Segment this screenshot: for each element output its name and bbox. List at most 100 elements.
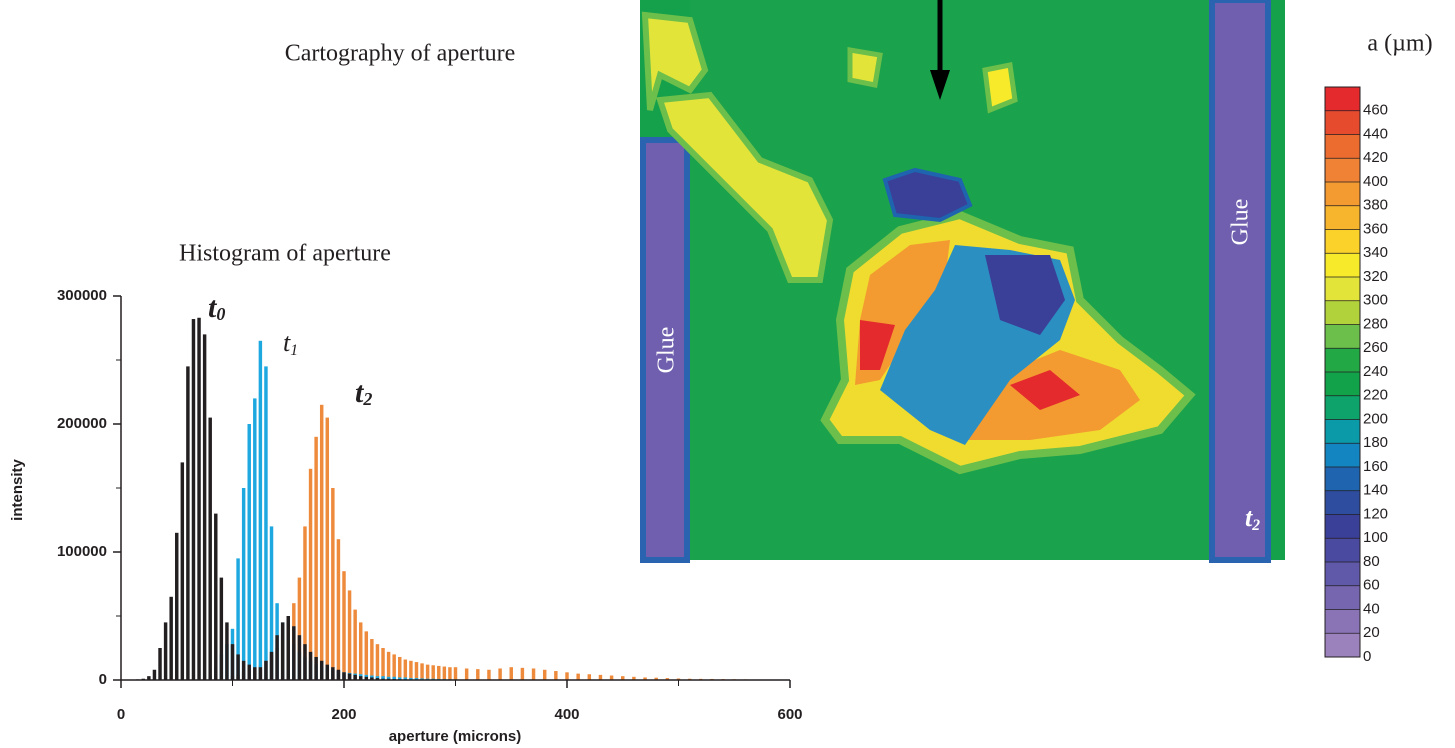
- histogram: Histogram of aperture intensity aperture…: [9, 241, 803, 745]
- bar: [191, 319, 196, 680]
- colorbar-tick-label: 240: [1363, 363, 1388, 380]
- colorbar-title: a (µm): [1367, 31, 1432, 57]
- bar: [375, 676, 380, 680]
- colorbar-tick-label: 300: [1363, 292, 1388, 309]
- bar: [665, 678, 670, 680]
- bar: [319, 660, 324, 680]
- color-band: [1325, 205, 1360, 230]
- bar: [431, 665, 435, 680]
- time-label: t2: [1245, 503, 1260, 534]
- bar: [303, 526, 307, 680]
- color-band: [1325, 324, 1360, 349]
- glue-label: Glue: [654, 327, 680, 374]
- bar: [375, 678, 380, 680]
- bar: [325, 417, 330, 680]
- color-band: [1325, 395, 1360, 420]
- color-band: [1325, 609, 1360, 634]
- bar: [269, 526, 274, 680]
- bar: [398, 677, 402, 680]
- bar: [331, 488, 335, 680]
- bar: [632, 676, 636, 680]
- bar: [370, 677, 374, 680]
- colorbar-tick-label: 380: [1363, 197, 1388, 214]
- bar: [331, 667, 335, 680]
- bar: [175, 532, 179, 680]
- bar: [565, 672, 569, 680]
- colorbar-tick-label: 0: [1363, 648, 1371, 665]
- bar: [247, 664, 251, 680]
- bar: [386, 676, 391, 680]
- color-band: [1325, 182, 1360, 206]
- bar: [398, 656, 402, 680]
- bar: [303, 644, 307, 680]
- color-band: [1325, 348, 1360, 372]
- bar: [414, 662, 419, 680]
- bar: [643, 677, 647, 680]
- bar: [292, 626, 296, 680]
- bar: [314, 436, 318, 680]
- bar: [253, 667, 257, 680]
- colorbar-tick-label: 260: [1363, 339, 1388, 356]
- y-axis-label: intensity: [9, 459, 26, 521]
- bar: [342, 571, 346, 680]
- bar: [425, 664, 430, 680]
- color-band: [1325, 562, 1360, 586]
- bar: [186, 366, 190, 680]
- bar: [163, 622, 168, 680]
- bar: [487, 669, 491, 680]
- bar: [598, 674, 603, 680]
- bar: [253, 398, 257, 680]
- bar: [381, 676, 385, 680]
- bar: [314, 656, 318, 680]
- map-title: Cartography of aperture: [285, 41, 516, 67]
- color-band: [1325, 419, 1360, 444]
- x-tick-label: 200: [331, 706, 356, 723]
- bar: [347, 590, 352, 680]
- bar: [358, 676, 363, 680]
- colorbar-tick-label: 400: [1363, 173, 1388, 190]
- bar: [375, 644, 380, 680]
- bar: [370, 639, 374, 680]
- color-band: [1325, 158, 1360, 182]
- bar: [358, 622, 363, 680]
- bar: [147, 676, 151, 680]
- bar: [554, 671, 558, 680]
- colorbar-tick-label: 440: [1363, 125, 1388, 142]
- color-band: [1325, 372, 1360, 396]
- bar: [280, 622, 285, 680]
- bar: [241, 488, 246, 680]
- colorbar-tick-label: 100: [1363, 529, 1388, 546]
- color-band: [1325, 538, 1360, 562]
- bar: [214, 513, 218, 680]
- bar: [202, 334, 207, 680]
- colorbar: 0 20 40 60 80 100 120 140 160 180 200 220 240 260 280 3…: [1324, 86, 1388, 665]
- bar: [308, 651, 313, 680]
- color-band: [1325, 633, 1360, 657]
- aperture-map: Cartography of aperture Glue Glue t2: [285, 0, 1285, 563]
- glue-label: Glue: [1228, 199, 1254, 246]
- bar: [336, 539, 341, 680]
- bar: [531, 668, 536, 680]
- bar: [464, 668, 469, 680]
- bar: [169, 596, 173, 680]
- color-band: [1325, 585, 1360, 610]
- colorbar-tick-label: 140: [1363, 482, 1388, 499]
- bar: [236, 654, 240, 680]
- colorbar-tick-label: 360: [1363, 220, 1388, 237]
- colorbar-tick-label: 320: [1363, 268, 1388, 285]
- x-tick-label: 400: [554, 706, 579, 723]
- bar: [386, 651, 391, 680]
- bar: [197, 317, 201, 680]
- y-tick-label: 200000: [57, 415, 107, 432]
- bar: [442, 666, 447, 680]
- bar: [420, 678, 424, 680]
- bar: [498, 668, 502, 680]
- bar: [297, 577, 302, 680]
- bar: [208, 417, 212, 680]
- colorbar-tick-label: 40: [1363, 600, 1380, 617]
- series-label: t0: [208, 291, 225, 324]
- bar: [609, 675, 614, 680]
- colorbar-tick-label: 280: [1363, 315, 1388, 332]
- series-label: t2: [355, 376, 372, 409]
